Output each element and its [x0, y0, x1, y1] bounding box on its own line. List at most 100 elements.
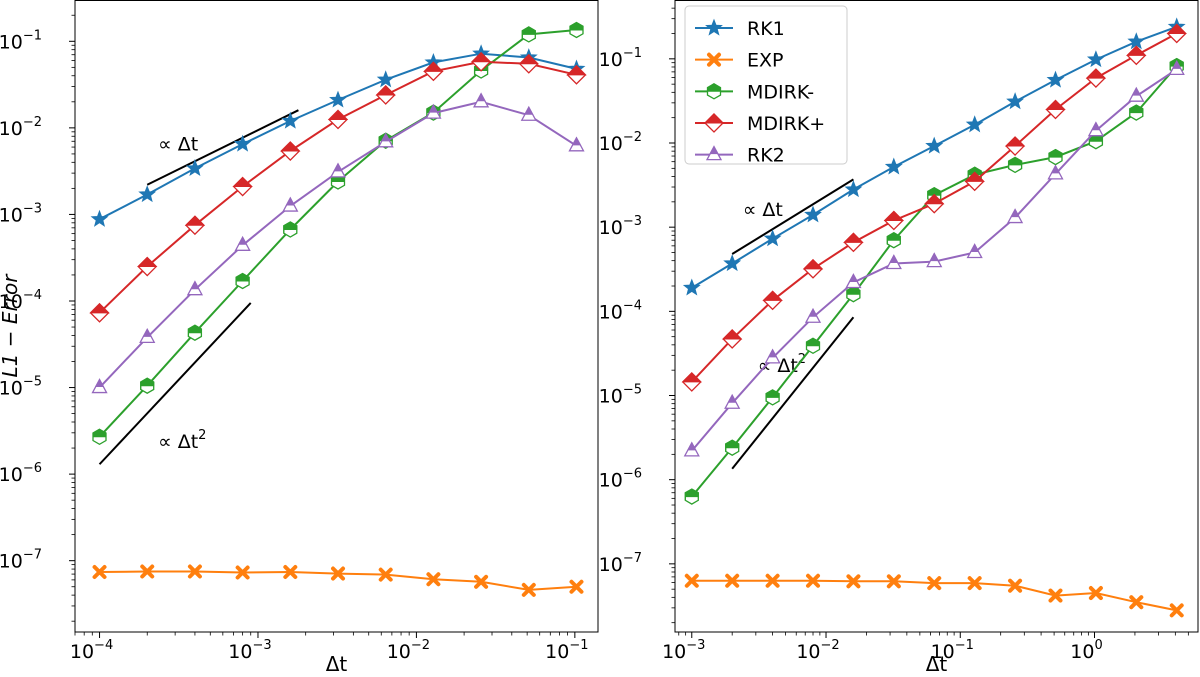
data-point-rk1-1-6: [376, 70, 395, 88]
data-point-exp-2-1-b: [725, 573, 740, 588]
data-point-exp-1-7-b: [426, 572, 441, 587]
data-point-mdirk-2-11-fill: [1129, 104, 1144, 117]
x-tick-base: 10: [1070, 641, 1094, 663]
data-point-rk1-1-4: [281, 111, 300, 129]
data-point-rk2-2-2: [764, 348, 781, 364]
data-point-exp-2-10: [1088, 586, 1103, 601]
data-point-rk2-2-10: [1087, 121, 1104, 137]
y-tick-exp: −6: [23, 461, 42, 476]
data-point-rk2-1-3-fill: [237, 236, 248, 245]
data-point-mdirk-2-8-fill: [1008, 156, 1023, 169]
data-point-mdirk-1-4: [283, 221, 298, 238]
data-point-exp-1-6: [378, 567, 393, 582]
y-tick-base: 10: [599, 49, 623, 71]
legend-label-1: EXP: [747, 50, 783, 72]
y-tick-exp: −5: [23, 375, 42, 390]
data-point-mdirk-2-6-fill: [927, 187, 942, 199]
data-point-rk2-2-12: [1168, 59, 1185, 75]
data-point-mdirk-2-4: [843, 232, 864, 253]
data-point-rk2-2-9: [1047, 164, 1064, 180]
data-point-mdirk-1-9: [521, 26, 536, 43]
x-tick-exp: −2: [411, 638, 430, 653]
legend-marker-4-fill: [709, 145, 719, 155]
reference-line-2-0: [731, 178, 854, 255]
y-tick-base: 10: [599, 133, 623, 155]
data-point-rk1-2-0: [682, 278, 701, 296]
x-tick-base: 10: [662, 641, 686, 663]
data-point-exp-2-1: [725, 573, 740, 588]
data-point-rk2-1-9-fill: [524, 106, 534, 115]
data-point-rk2-1-8: [473, 92, 490, 108]
data-point-rk2-2-7-fill: [970, 243, 980, 253]
data-point-exp-1-1: [140, 564, 155, 579]
data-point-rk2-2-12-fill: [1172, 60, 1182, 69]
y-tick-label-1-0: 10−7: [0, 548, 42, 573]
data-point-exp-1-2: [187, 564, 202, 579]
data-point-mdirk-2-1: [725, 439, 740, 456]
data-point-rk2-1-7: [425, 103, 442, 119]
data-point-mdirk-2-4: [846, 285, 861, 303]
data-point-mdirk-1-0-fill: [89, 303, 110, 314]
data-point-exp-2-5: [886, 574, 901, 589]
data-point-exp-1-8-b: [474, 574, 489, 589]
y-tick-base: 10: [599, 470, 623, 492]
data-point-mdirk-1-2: [184, 215, 206, 236]
x-tick-exp: 0: [1094, 638, 1102, 653]
data-point-mdirk-2-6-fill: [924, 194, 945, 205]
data-point-mdirk-2-3-fill: [806, 337, 820, 350]
data-point-rk2-1-3: [234, 235, 251, 251]
data-point-rk1-1-2: [185, 158, 204, 177]
x-tick-label-1-0: 10−4: [70, 638, 113, 663]
x-tick-label-2-3: 100: [1070, 638, 1102, 663]
reference-label-text: ∝ Δt: [158, 133, 198, 155]
data-point-mdirk-1-3-fill: [235, 272, 250, 285]
y-tick-exp: −1: [23, 28, 42, 43]
data-point-mdirk-1-3: [235, 272, 250, 290]
data-point-mdirk-1-10-fill: [569, 21, 584, 34]
data-point-rk2-1-8-fill: [476, 92, 486, 102]
data-point-mdirk-2-5-fill: [886, 232, 901, 244]
y-tick-label-2-1: 10−6: [599, 467, 642, 492]
data-point-mdirk-2-9-fill: [1048, 149, 1063, 161]
reference-label-text: ∝ Δt: [743, 199, 783, 221]
data-point-mdirk-1-4-fill: [283, 221, 298, 234]
y-tick-exp: −6: [623, 467, 642, 482]
legend-marker-3-fill: [703, 113, 725, 124]
data-point-rk1-2-8: [1006, 92, 1025, 110]
x-tick-base: 10: [931, 641, 955, 663]
data-point-rk2-2-5: [885, 254, 902, 270]
data-point-rk2-1-10: [568, 136, 585, 152]
y-axis-label-error: Error: [0, 273, 22, 324]
data-point-exp-2-3-b: [806, 573, 821, 588]
legend-marker-1: [707, 52, 721, 67]
y-tick-exp: −4: [23, 288, 42, 303]
data-point-exp-1-7: [426, 572, 441, 587]
reference-label-1-0: ∝ Δt: [158, 133, 198, 155]
data-point-mdirk-1-1-fill: [140, 377, 155, 390]
y-tick-label-1-2: 10−5: [0, 375, 42, 400]
x-tick-base: 10: [796, 641, 820, 663]
y-tick-base: 10: [599, 301, 623, 323]
x-tick-label-2-2: 10−1: [931, 638, 974, 663]
data-point-mdirk-1-3-fill: [232, 176, 253, 188]
x-tick-label-2-0: 10−3: [662, 638, 705, 663]
y-tick-label-2-4: 10−3: [599, 214, 642, 239]
data-point-exp-2-3: [806, 573, 821, 588]
data-point-mdirk-2-4-fill: [843, 232, 864, 243]
data-point-rk2-2-4-fill: [848, 273, 859, 283]
data-point-mdirk-2-1: [721, 329, 743, 349]
data-point-mdirk-2-9: [1045, 99, 1066, 120]
data-point-rk2-2-6-fill: [929, 252, 939, 262]
data-point-mdirk-1-10: [566, 64, 587, 85]
data-point-exp-1-4-b: [283, 564, 298, 579]
reference-label-text: ∝ Δt: [158, 431, 198, 453]
legend-label-0: RK1: [747, 18, 785, 40]
x-tick-base: 10: [545, 641, 569, 663]
legend-marker-0: [705, 18, 723, 36]
y-tick-exp: −2: [23, 115, 42, 130]
data-point-rk2-1-6-fill: [381, 132, 391, 142]
data-point-mdirk-2-2: [765, 389, 780, 406]
data-point-exp-2-4: [846, 574, 861, 589]
data-point-mdirk-1-1: [137, 256, 158, 277]
